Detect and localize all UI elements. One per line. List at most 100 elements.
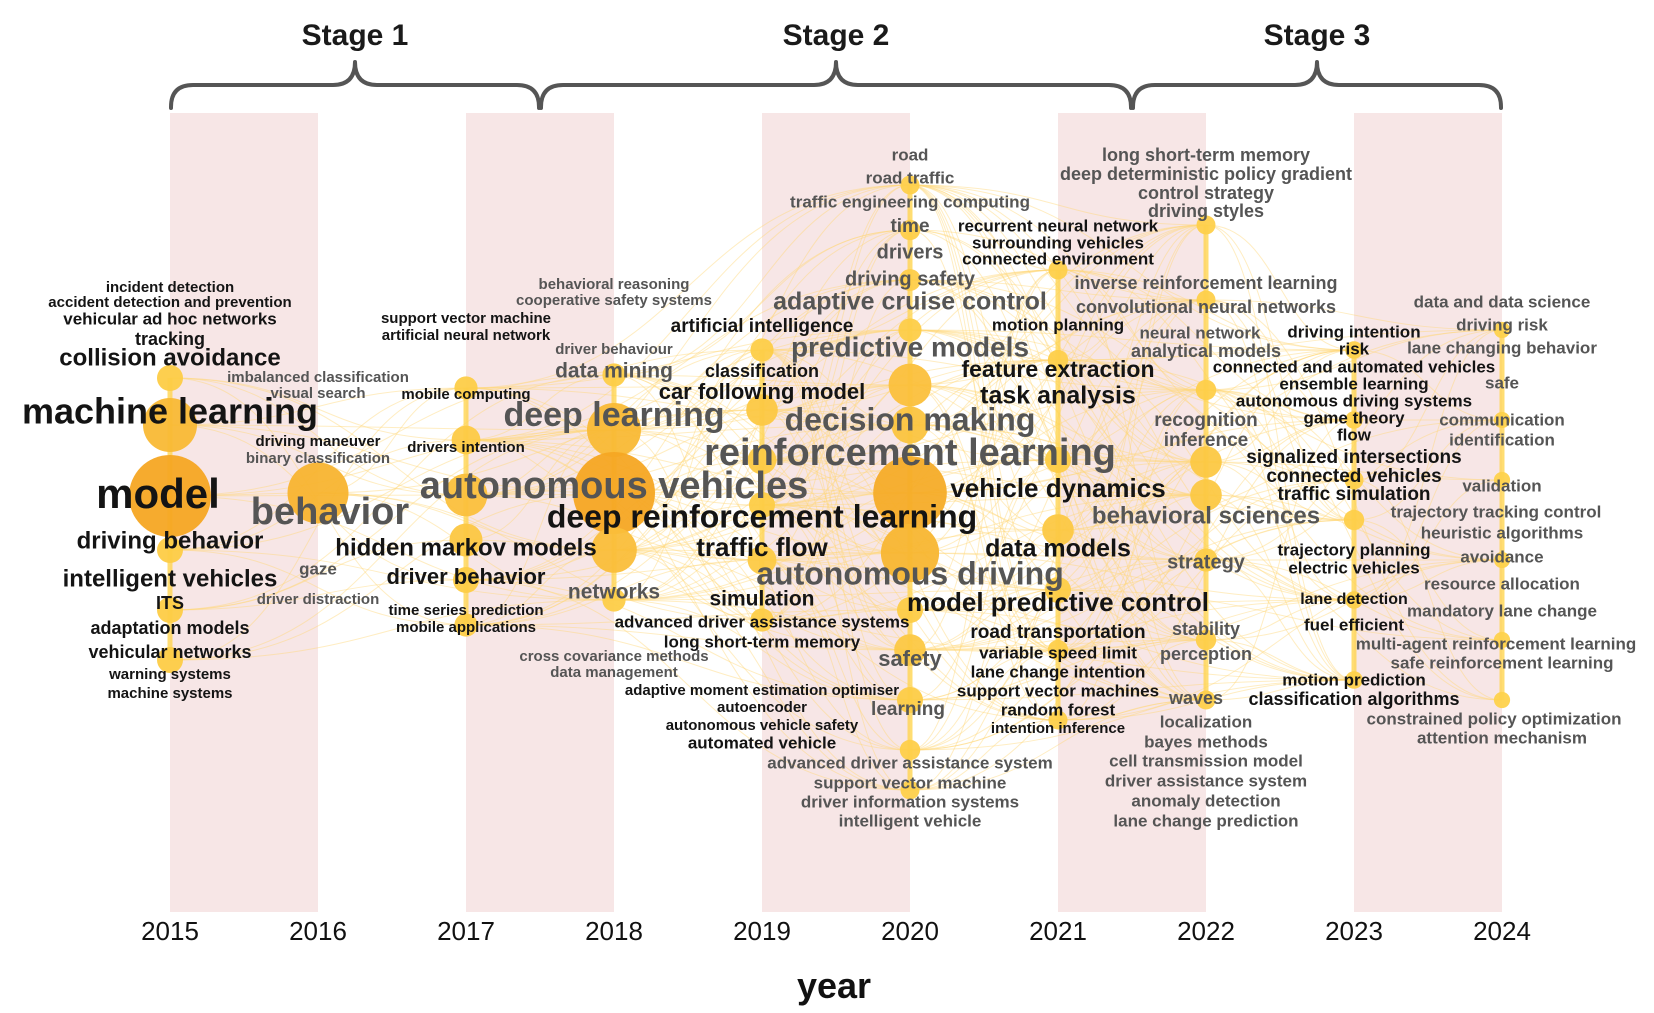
keyword-label: autonomous vehicle safety bbox=[666, 717, 859, 734]
link-line bbox=[1057, 459, 1207, 463]
link-line bbox=[909, 184, 1355, 351]
keyword-bubble bbox=[573, 452, 655, 534]
keyword-label: driving intention bbox=[1287, 322, 1420, 341]
keyword-label: electric vehicles bbox=[1288, 558, 1419, 577]
link-line bbox=[761, 384, 911, 411]
link-line bbox=[909, 459, 1059, 701]
link-line bbox=[1205, 299, 1503, 331]
link-line bbox=[465, 492, 911, 581]
keyword-label: long short-term memory bbox=[1102, 145, 1310, 165]
link-line bbox=[1057, 529, 1207, 701]
keyword-label: driver assistance system bbox=[1105, 771, 1307, 790]
link-line bbox=[761, 384, 911, 621]
keyword-label: traffic simulation bbox=[1277, 484, 1430, 505]
keyword-label: traffic engineering computing bbox=[790, 192, 1030, 211]
keyword-label: cooperative safety systems bbox=[516, 292, 712, 309]
link-line bbox=[613, 184, 911, 376]
stage-label: Stage 2 bbox=[783, 19, 890, 52]
link-line bbox=[465, 329, 911, 496]
link-line bbox=[169, 429, 615, 661]
keyword-label: lane change intention bbox=[971, 662, 1146, 681]
keyword-label: autonomous driving systems bbox=[1236, 391, 1472, 410]
link-line bbox=[1057, 329, 1503, 461]
link-line bbox=[465, 384, 911, 581]
keyword-label: anomaly detection bbox=[1131, 791, 1280, 810]
link-line bbox=[761, 504, 911, 611]
link-line bbox=[909, 184, 1059, 461]
keyword-bubble bbox=[1047, 639, 1069, 661]
keyword-label: accident detection and prevention bbox=[48, 294, 291, 311]
keyword-label: time series prediction bbox=[388, 602, 543, 619]
link-line bbox=[761, 329, 911, 506]
keyword-label: machine learning bbox=[22, 391, 318, 432]
link-line bbox=[465, 439, 911, 554]
link-line bbox=[613, 229, 911, 376]
link-line bbox=[761, 459, 1207, 496]
link-line bbox=[1205, 389, 1355, 421]
link-line bbox=[1205, 349, 1355, 391]
link-line bbox=[169, 429, 615, 497]
link-line bbox=[761, 279, 911, 621]
keyword-label: adaptive moment estimation optimiser bbox=[625, 682, 899, 699]
link-line bbox=[317, 409, 763, 494]
keyword-label: recurrent neural network bbox=[958, 216, 1159, 235]
keyword-label: constrained policy optimization bbox=[1366, 709, 1621, 728]
keyword-label: behavior bbox=[251, 491, 410, 533]
stage-label: Stage 1 bbox=[302, 19, 409, 52]
link-line bbox=[613, 359, 1059, 431]
link-line bbox=[909, 479, 1355, 651]
link-line bbox=[613, 549, 911, 791]
keyword-label: attention mechanism bbox=[1417, 728, 1587, 747]
link-line bbox=[761, 609, 911, 621]
keyword-label: artificial neural network bbox=[382, 327, 551, 344]
link-line bbox=[465, 549, 615, 626]
link-line bbox=[1057, 359, 1503, 561]
link-line bbox=[761, 184, 911, 461]
link-line bbox=[1205, 224, 1355, 521]
keyword-bubble bbox=[749, 492, 775, 518]
link-line bbox=[909, 384, 1355, 681]
keyword-label: resource allocation bbox=[1424, 574, 1580, 593]
keyword-bubble bbox=[602, 363, 626, 387]
link-line bbox=[465, 552, 911, 581]
link-line bbox=[613, 349, 763, 551]
keyword-label: road bbox=[892, 145, 929, 164]
keyword-label: ITS bbox=[156, 593, 184, 613]
keyword-label: connected environment bbox=[962, 249, 1154, 268]
link-line bbox=[909, 679, 1355, 701]
co-occurrence-links bbox=[169, 184, 1503, 791]
link-line bbox=[1057, 269, 1207, 391]
link-line bbox=[169, 579, 467, 611]
keyword-label: flow bbox=[1337, 425, 1372, 444]
keyword-label: risk bbox=[1339, 339, 1370, 358]
keyword-bubble bbox=[1493, 631, 1511, 649]
keyword-label: driving styles bbox=[1148, 201, 1264, 221]
link-line bbox=[1057, 269, 1207, 641]
link-line bbox=[169, 374, 615, 611]
keyword-label: task analysis bbox=[980, 382, 1136, 410]
stage-brace bbox=[169, 60, 541, 110]
keyword-label: incident detection bbox=[106, 279, 234, 296]
link-line bbox=[1205, 389, 1355, 681]
keyword-bubble bbox=[747, 545, 777, 575]
link-line bbox=[1205, 419, 1355, 701]
keyword-label: waves bbox=[1168, 688, 1223, 708]
keyword-bubble bbox=[888, 363, 932, 407]
link-line bbox=[909, 184, 1059, 721]
link-line bbox=[1205, 299, 1355, 521]
link-line bbox=[1057, 359, 1503, 641]
link-line bbox=[169, 387, 467, 426]
link-line bbox=[761, 184, 911, 506]
link-line bbox=[909, 269, 1059, 611]
link-line bbox=[1057, 224, 1207, 461]
keyword-label: learning bbox=[871, 699, 945, 720]
keyword-label: adaptive cruise control bbox=[773, 288, 1047, 316]
link-line bbox=[909, 184, 1355, 601]
link-line bbox=[465, 374, 615, 441]
link-line bbox=[1057, 459, 1207, 561]
link-line bbox=[761, 349, 911, 611]
link-line bbox=[465, 329, 911, 581]
keyword-label: car following model bbox=[659, 379, 866, 404]
keyword-label: signalized intersections bbox=[1246, 447, 1461, 468]
link-line bbox=[1057, 461, 1207, 591]
